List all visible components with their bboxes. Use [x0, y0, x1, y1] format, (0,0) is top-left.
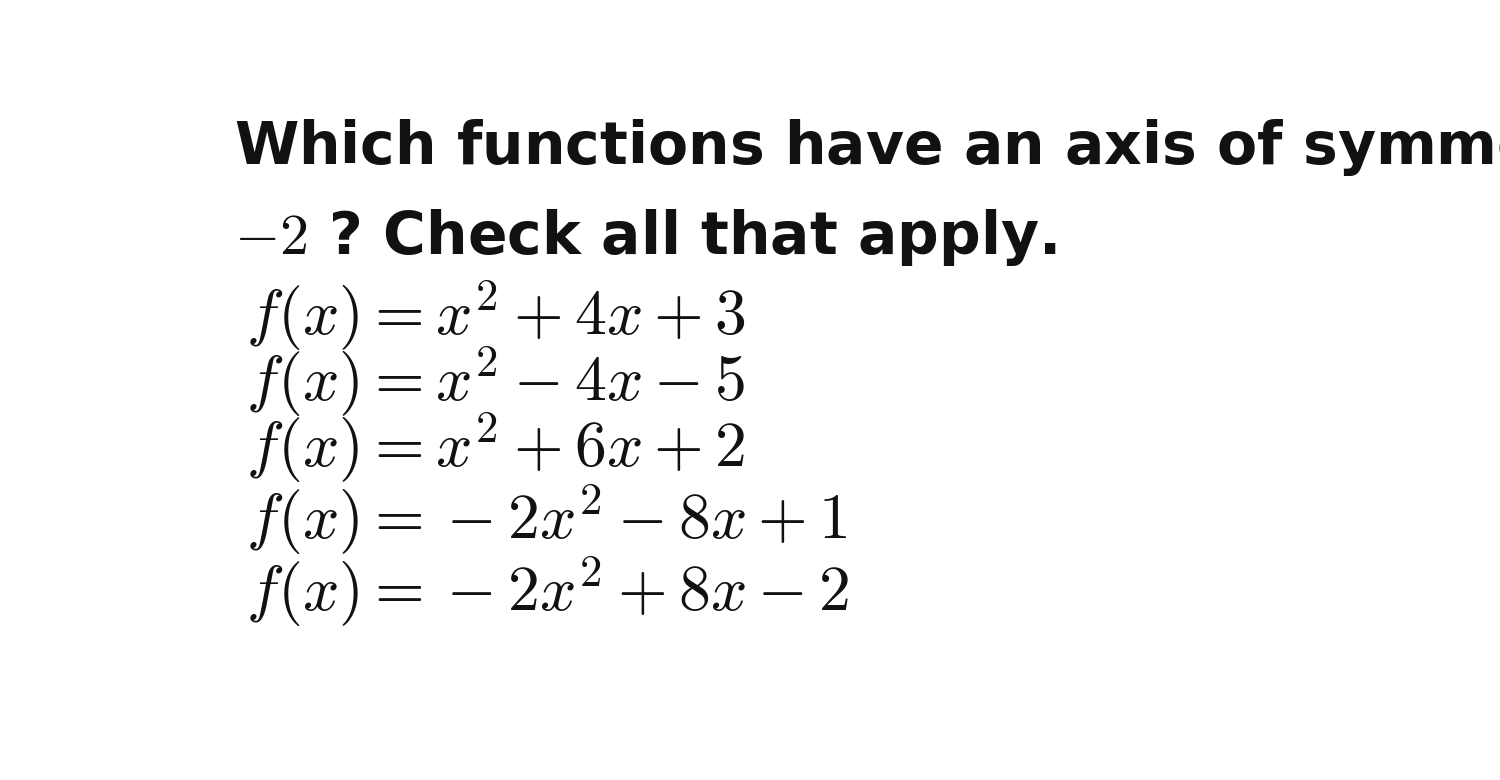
Text: $-2$ ? Check all that apply.: $-2$ ? Check all that apply.: [234, 207, 1058, 268]
Text: $f(x) = x^2 - 4x - 5$: $f(x) = x^2 - 4x - 5$: [246, 345, 746, 419]
Text: $f(x) = x^2 + 6x + 2$: $f(x) = x^2 + 6x + 2$: [246, 411, 746, 485]
Text: $f(x) = -2x^2 + 8x - 2$: $f(x) = -2x^2 + 8x - 2$: [246, 555, 849, 629]
Text: $f(x) = -2x^2 - 8x + 1$: $f(x) = -2x^2 - 8x + 1$: [246, 483, 847, 557]
Text: $f(x) = x^2 + 4x + 3$: $f(x) = x^2 + 4x + 3$: [246, 278, 746, 353]
Text: Which functions have an axis of symmetry of  $x=$: Which functions have an axis of symmetry…: [234, 117, 1500, 178]
